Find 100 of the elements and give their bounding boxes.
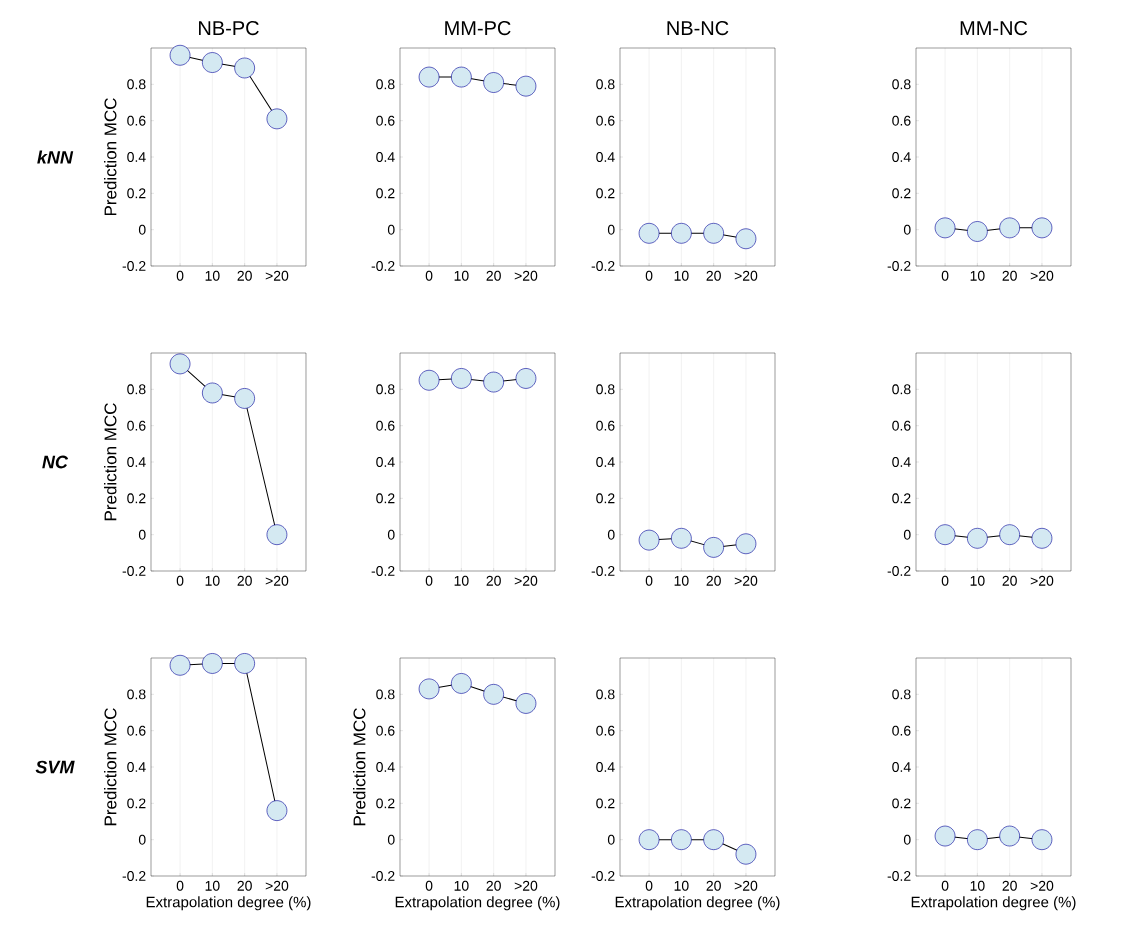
point bbox=[202, 382, 223, 404]
y-tick-label: 0.4 bbox=[892, 457, 911, 467]
x-tick-label: 0 bbox=[425, 880, 433, 891]
x-tick-label: 20 bbox=[1002, 880, 1017, 891]
y-tick-label: -0.2 bbox=[887, 871, 911, 881]
x-tick-label: 0 bbox=[425, 575, 433, 586]
chart-title: NB-NC bbox=[667, 20, 729, 36]
x-tick-label: >20 bbox=[734, 270, 758, 281]
y-tick-label: 0.4 bbox=[127, 152, 146, 162]
x-tick-label: 10 bbox=[674, 270, 689, 281]
y-tick-label: -0.2 bbox=[887, 566, 911, 576]
point bbox=[202, 52, 223, 73]
y-tick-label: 0 bbox=[387, 834, 395, 845]
y-tick-label: 0.2 bbox=[376, 798, 395, 809]
y-tick-label: 0.8 bbox=[127, 384, 146, 395]
chart-title: MM-PC bbox=[445, 20, 511, 36]
y-tick-label: 0.4 bbox=[376, 762, 395, 772]
y-tick-label: 0.6 bbox=[596, 725, 615, 736]
x-tick-label: 0 bbox=[176, 880, 184, 891]
x-tick-label: 10 bbox=[970, 880, 985, 891]
y-tick-label: 0 bbox=[138, 224, 146, 235]
y-tick-label: 0 bbox=[138, 529, 146, 540]
point bbox=[418, 66, 440, 88]
x-tick-label: 0 bbox=[941, 575, 949, 586]
y-tick-label: 0.8 bbox=[596, 384, 615, 395]
y-axis-title: Prediction MCC bbox=[353, 708, 366, 826]
x-tick-label: 20 bbox=[486, 575, 501, 586]
y-tick-label: 0.6 bbox=[892, 115, 911, 126]
y-tick-label: -0.2 bbox=[591, 871, 615, 881]
chart-title: MM-NC bbox=[960, 20, 1028, 36]
y-tick-label: 0.8 bbox=[892, 384, 911, 395]
y-tick-label: 0.8 bbox=[596, 689, 615, 700]
y-tick-label: 0.6 bbox=[596, 420, 615, 431]
point bbox=[266, 800, 288, 821]
y-tick-label: 0.4 bbox=[127, 762, 146, 772]
point bbox=[451, 673, 472, 694]
y-tick-label: 0.8 bbox=[376, 79, 395, 90]
y-axis-title: Prediction MCC bbox=[104, 98, 117, 216]
point bbox=[483, 684, 504, 705]
x-tick-label: >20 bbox=[734, 880, 758, 891]
point bbox=[638, 529, 660, 551]
text: SVM bbox=[35, 760, 75, 774]
y-tick-label: 0 bbox=[903, 834, 911, 845]
point bbox=[202, 653, 223, 674]
y-tick-label: -0.2 bbox=[122, 261, 146, 271]
y-tick-label: -0.2 bbox=[591, 566, 615, 576]
y-tick-label: 0.6 bbox=[376, 420, 395, 431]
point bbox=[418, 678, 440, 700]
x-axis-title: Extrapolation degree (%) bbox=[146, 896, 311, 911]
x-tick-label: 0 bbox=[645, 270, 653, 281]
x-tick-label: 10 bbox=[674, 575, 689, 586]
y-tick-label: 0.8 bbox=[127, 689, 146, 700]
y-tick-label: 0.8 bbox=[127, 79, 146, 90]
x-tick-label: >20 bbox=[1030, 880, 1054, 891]
y-tick-label: -0.2 bbox=[371, 261, 395, 271]
point bbox=[515, 693, 537, 714]
x-tick-label: 20 bbox=[237, 270, 252, 281]
x-tick-label: 0 bbox=[645, 575, 653, 586]
x-tick-label: 10 bbox=[970, 575, 985, 586]
text: NC bbox=[42, 455, 69, 469]
x-tick-label: 10 bbox=[205, 880, 220, 891]
y-tick-label: 0 bbox=[607, 529, 615, 540]
x-tick-label: 10 bbox=[205, 270, 220, 281]
y-tick-label: 0.2 bbox=[127, 188, 146, 199]
point bbox=[234, 388, 255, 409]
point bbox=[483, 72, 504, 93]
y-tick-label: 0 bbox=[903, 529, 911, 540]
x-tick-label: 20 bbox=[1002, 575, 1017, 586]
y-tick-label: 0.2 bbox=[892, 188, 911, 199]
x-tick-label: >20 bbox=[514, 880, 538, 891]
x-tick-label: 0 bbox=[176, 270, 184, 281]
x-tick-label: 20 bbox=[486, 880, 501, 891]
y-tick-label: 0.6 bbox=[892, 420, 911, 431]
x-tick-label: 0 bbox=[645, 880, 653, 891]
y-tick-label: -0.2 bbox=[371, 871, 395, 881]
chart-title: NB-PC bbox=[199, 20, 259, 36]
y-tick-label: 0.8 bbox=[596, 79, 615, 90]
y-tick-label: 0.2 bbox=[596, 188, 615, 199]
x-tick-label: >20 bbox=[514, 575, 538, 586]
x-tick-label: >20 bbox=[514, 270, 538, 281]
y-tick-label: 0.4 bbox=[892, 762, 911, 772]
y-tick-label: 0.6 bbox=[376, 115, 395, 126]
x-tick-label: 20 bbox=[706, 880, 721, 891]
point bbox=[735, 533, 757, 555]
x-tick-label: >20 bbox=[265, 575, 289, 586]
x-tick-label: 20 bbox=[1002, 270, 1017, 281]
x-tick-label: 0 bbox=[941, 880, 949, 891]
x-tick-label: 10 bbox=[970, 270, 985, 281]
y-tick-label: 0.4 bbox=[596, 457, 615, 467]
y-tick-label: 0.6 bbox=[127, 420, 146, 431]
x-axis-title: Extrapolation degree (%) bbox=[395, 896, 560, 911]
y-tick-label: 0.2 bbox=[127, 493, 146, 504]
y-tick-label: 0.4 bbox=[127, 457, 146, 467]
y-tick-label: 0.2 bbox=[596, 798, 615, 809]
y-tick-label: 0.4 bbox=[376, 152, 395, 162]
point bbox=[234, 57, 255, 79]
y-tick-label: 0.6 bbox=[127, 725, 146, 736]
text: kNN bbox=[37, 150, 74, 164]
point bbox=[169, 44, 191, 66]
x-tick-label: 0 bbox=[176, 575, 184, 586]
